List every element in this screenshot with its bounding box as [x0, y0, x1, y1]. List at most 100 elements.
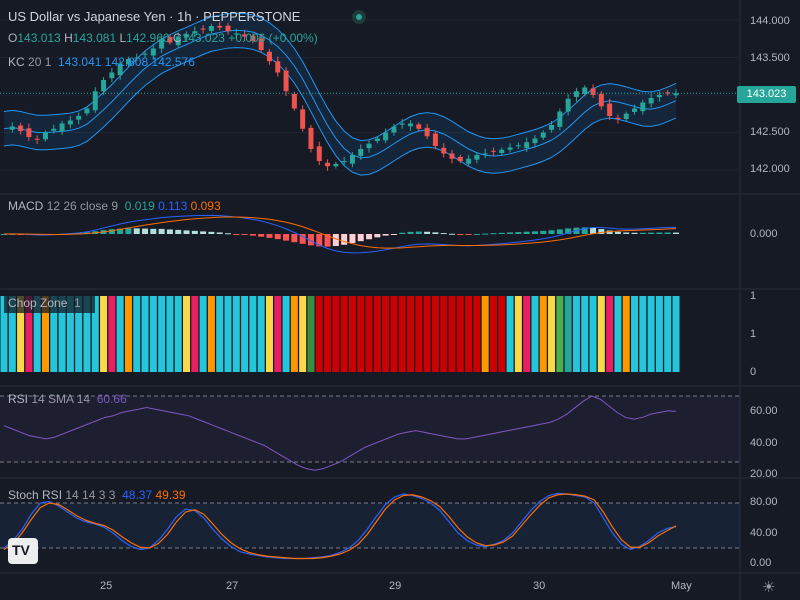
candle-body	[648, 98, 654, 104]
chop-zone-bar	[100, 296, 108, 372]
stoch-params: 14 14 3 3	[65, 488, 116, 502]
candle-body	[524, 142, 530, 148]
stoch-tick: 0.00	[750, 557, 772, 569]
rsi-tick: 40.00	[750, 437, 778, 449]
ohlc-c-label: C	[172, 31, 182, 45]
candle-body	[515, 145, 521, 147]
macd-legend[interactable]: MACD 12 26 close 9 0.019 0.113 0.093	[8, 199, 221, 213]
candle-body	[250, 35, 256, 41]
stoch-v1: 48.37	[122, 488, 153, 502]
macd-histogram-bar	[166, 229, 173, 234]
candle-body	[84, 108, 90, 114]
price-tick: 142.500	[750, 126, 790, 138]
chop-zone-bar	[655, 296, 663, 372]
candle-body	[34, 138, 40, 140]
candle-body	[316, 146, 322, 161]
macd-histogram-bar	[349, 234, 356, 244]
chop-zone-bar	[83, 296, 91, 372]
chop-zone-bar	[572, 296, 580, 372]
candle-body	[192, 31, 198, 34]
macd-histogram-bar	[241, 234, 248, 235]
candle-body	[233, 33, 239, 35]
chop-zone-bar	[241, 296, 249, 372]
stoch-legend[interactable]: Stoch RSI 14 14 3 3 48.37 49.39	[8, 488, 186, 502]
macd-histogram-bar	[216, 232, 223, 234]
tradingview-logo[interactable]: TV	[8, 538, 38, 564]
chop-zone-bar	[382, 296, 390, 372]
candle-body	[117, 63, 123, 76]
chop-zone-bar	[664, 296, 672, 372]
macd-histogram-bar	[465, 234, 472, 235]
macd-histogram-bar	[341, 234, 348, 245]
chop-zone-bar	[415, 296, 423, 372]
macd-histogram-bar	[266, 234, 273, 238]
macd-histogram-bar	[150, 228, 157, 234]
chop-zone-bar	[556, 296, 564, 372]
candle-body	[59, 123, 65, 132]
candle-body	[200, 28, 206, 30]
time-tick: 30	[533, 580, 546, 592]
chop-zone-bar	[158, 296, 166, 372]
chop-zone-bar	[183, 296, 191, 372]
chop-zone-bar	[141, 296, 149, 372]
price-tick: 142.000	[750, 163, 790, 175]
chop-zone-bar	[489, 296, 497, 372]
macd-histogram-bar	[125, 228, 132, 234]
macd-histogram-bar	[490, 233, 497, 235]
chop-zone-bar	[581, 296, 589, 372]
settings-gear-icon[interactable]: ☀	[762, 579, 776, 596]
ohlc-c-value: 143.023	[181, 31, 225, 45]
candle-body	[673, 93, 679, 96]
macd-histogram-bar	[631, 232, 638, 234]
chop-zone-bar	[523, 296, 531, 372]
kc-v1: 143.041	[58, 55, 102, 69]
rsi-legend[interactable]: RSI 14 SMA 14 60.66	[8, 392, 127, 406]
candle-body	[656, 95, 662, 98]
macd-histogram-bar	[258, 234, 265, 237]
symbol-title[interactable]: US Dollar vs Japanese Yen · 1h · PEPPERS…	[8, 9, 301, 24]
candle-body	[399, 123, 405, 125]
chop-zone-bar	[597, 296, 605, 372]
macd-histogram-bar	[158, 228, 165, 234]
chop-zone-bar	[440, 296, 448, 372]
chop-zone-bar	[340, 296, 348, 372]
candle-body	[383, 132, 389, 141]
candle-body	[333, 164, 339, 167]
candle-body	[607, 103, 613, 116]
macd-histogram-bar	[515, 232, 522, 234]
chop-zone-bar	[307, 296, 315, 372]
price-tick: 143.500	[750, 52, 790, 64]
chop-zone-bar	[0, 296, 8, 372]
ohlc-l-label: L	[119, 31, 127, 45]
macd-v1: 0.019	[124, 199, 155, 213]
chop-legend[interactable]: Chop Zone 1	[8, 296, 81, 310]
macd-histogram-bar	[548, 230, 555, 234]
macd-histogram-bar	[191, 230, 198, 234]
chop-zone-bar	[116, 296, 124, 372]
macd-histogram-bar	[133, 228, 140, 234]
macd-histogram-bar	[556, 229, 563, 234]
macd-histogram-bar	[225, 233, 231, 235]
chop-zone-bar	[174, 296, 182, 372]
chop-zone-bar	[506, 296, 514, 372]
macd-histogram-bar	[291, 234, 298, 243]
macd-histogram-bar	[316, 234, 323, 247]
chop-zone-bar	[407, 296, 415, 372]
rsi-params: 14 SMA 14	[31, 392, 91, 406]
ohlc-o-value: 143.013	[17, 31, 61, 45]
candle-body	[101, 80, 107, 92]
macd-histogram-bar	[274, 234, 281, 240]
candle-body	[159, 38, 165, 49]
kc-legend[interactable]: KC 20 1 143.041 142.808 142.576	[8, 55, 195, 69]
chop-zone-bar	[282, 296, 290, 372]
chop-zone-bar	[548, 296, 556, 372]
chop-zone-bar	[606, 296, 614, 372]
macd-histogram-bar	[473, 233, 480, 235]
chop-zone-bar	[456, 296, 464, 372]
candle-body	[51, 128, 57, 131]
chop-zone-bar	[589, 296, 597, 372]
macd-histogram-bar	[531, 231, 538, 234]
candle-body	[408, 123, 414, 127]
